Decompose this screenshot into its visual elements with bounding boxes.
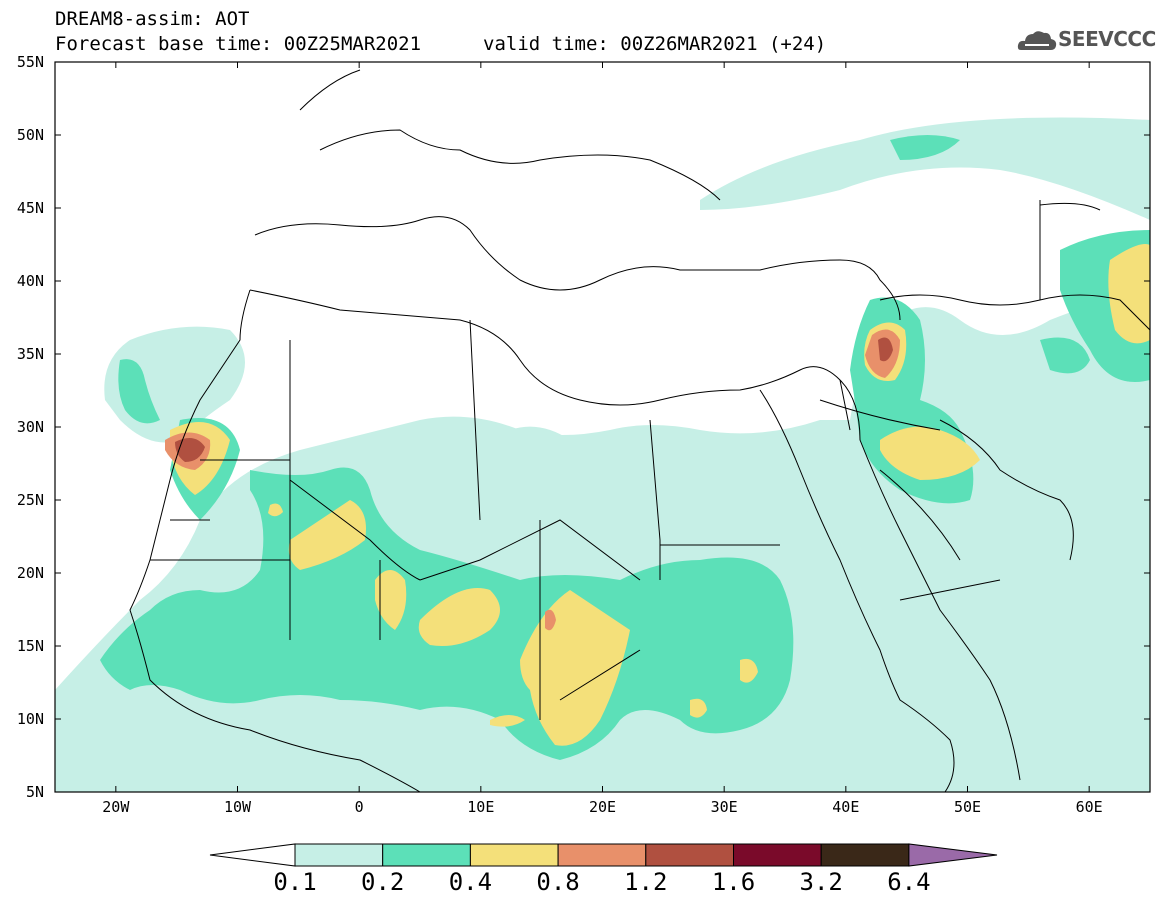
colorbar-label: 0.2 bbox=[361, 868, 405, 896]
lat-label: 15N bbox=[16, 637, 44, 655]
axis-ticks bbox=[55, 61, 1150, 793]
colorbar-box bbox=[557, 843, 647, 867]
lon-label: 20W bbox=[102, 798, 130, 816]
colorbar-label: 6.4 bbox=[887, 868, 931, 896]
lon-label: 50E bbox=[953, 798, 982, 816]
colorbar-box bbox=[733, 843, 822, 867]
map-title: DREAM8-assim: AOT bbox=[55, 8, 250, 30]
colorbar-label: 0.8 bbox=[536, 868, 580, 896]
lat-label: 30N bbox=[16, 418, 44, 436]
forecast-base-time: Forecast base time: 00Z25MAR2021 bbox=[55, 33, 422, 55]
colorbar-label: 3.2 bbox=[799, 868, 843, 896]
lat-label: 50N bbox=[16, 126, 44, 144]
aot-contours bbox=[55, 117, 1150, 792]
colorbar-box bbox=[382, 843, 471, 867]
lon-label: 40E bbox=[832, 798, 860, 816]
cloud-icon bbox=[1017, 31, 1057, 50]
colorbar-box bbox=[645, 843, 734, 867]
colorbar-max-triangle bbox=[908, 843, 998, 867]
colorbar-label: 0.1 bbox=[273, 868, 317, 896]
lon-label: 60E bbox=[1075, 798, 1103, 816]
coastlines-and-borders bbox=[129, 69, 1150, 792]
colorbar-label: 0.4 bbox=[448, 868, 493, 896]
lon-label: 30E bbox=[710, 798, 738, 816]
lon-label: 0 bbox=[354, 798, 364, 816]
lat-label: 55N bbox=[16, 53, 44, 71]
colorbar-box bbox=[469, 843, 559, 867]
lon-label: 10E bbox=[467, 798, 495, 816]
lat-label: 5N bbox=[25, 783, 44, 801]
colorbar-box bbox=[820, 843, 910, 867]
lat-label: 45N bbox=[16, 199, 44, 217]
colorbar-box bbox=[294, 843, 384, 867]
lat-label: 25N bbox=[16, 491, 44, 509]
colorbar-label: 1.2 bbox=[624, 868, 668, 896]
lat-label: 40N bbox=[16, 272, 44, 290]
colorbar-label: 1.6 bbox=[711, 868, 756, 896]
aot-level-1-2 bbox=[175, 337, 893, 462]
colorbar-min-triangle bbox=[209, 843, 296, 867]
lat-label: 35N bbox=[16, 345, 44, 363]
lon-label: 10W bbox=[223, 798, 252, 816]
lon-label: 20E bbox=[588, 798, 617, 816]
valid-time: valid time: 00Z26MAR2021 (+24) bbox=[483, 33, 827, 55]
lat-label: 20N bbox=[16, 564, 44, 582]
logo-text: SEEVCCC bbox=[1058, 27, 1156, 51]
lat-label: 10N bbox=[16, 710, 44, 728]
